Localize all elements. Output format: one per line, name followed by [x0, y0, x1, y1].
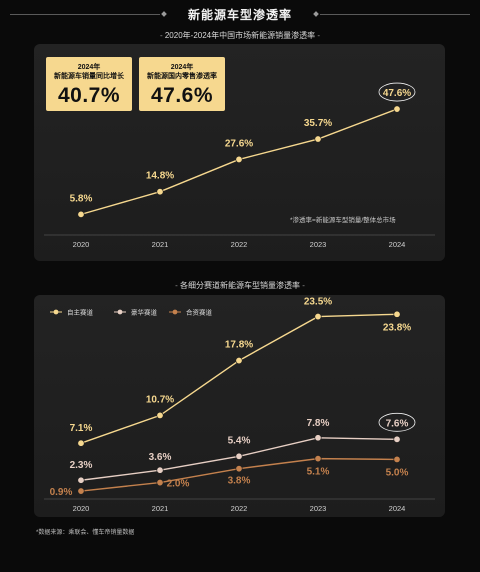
penetration-definition-note: *渗透率=新能源车型销量/整体总市场 — [290, 217, 396, 224]
kpi-retail-penetration: 2024年 新能源国内零售渗透率 47.6% — [139, 57, 225, 111]
data-point — [156, 188, 164, 196]
kpi-sales-growth-label: 新能源车销量同比增长 — [54, 73, 124, 80]
data-label: 5.8% — [70, 193, 93, 204]
legend-label: 豪华赛道 — [131, 308, 158, 317]
chart2-panel: 2020 2021 2022 2023 2024 7.1% 10.7% 17.8% 23.5% 2… — [34, 295, 445, 517]
series-line — [80, 313, 398, 444]
data-point — [77, 210, 85, 218]
data-point — [314, 313, 322, 321]
x-tick-label: 2023 — [310, 504, 327, 513]
kpi-retail-penetration-year: 2024年 — [170, 64, 194, 71]
data-label: 27.6% — [225, 138, 253, 149]
kpi-sales-growth: 2024年 新能源车销量同比增长 40.7% — [46, 57, 132, 111]
data-label: 23.5% — [304, 297, 332, 308]
data-label: 3.6% — [149, 452, 172, 463]
data-point — [77, 476, 85, 484]
legend-swatch-dot — [53, 309, 59, 315]
kpi-sales-growth-year: 2024年 — [77, 64, 101, 71]
data-point — [235, 465, 243, 473]
kpi-retail-penetration-label: 新能源国内零售渗透率 — [147, 73, 217, 80]
data-label: 47.6% — [383, 88, 411, 99]
data-label: 7.1% — [70, 423, 93, 434]
data-label: 7.6% — [386, 418, 409, 429]
legend-item: 自主赛道 — [50, 308, 94, 317]
data-source-footnote: *数据来源：乘联会、懂车帝销量数据 — [36, 530, 135, 536]
data-label: 23.8% — [383, 322, 411, 333]
data-point — [314, 434, 322, 442]
data-label: 5.0% — [386, 467, 409, 478]
data-label: 0.9% — [50, 487, 73, 498]
data-point — [235, 357, 243, 365]
legend-label: 自主赛道 — [67, 308, 94, 317]
data-label: 5.4% — [228, 435, 251, 446]
x-tick-label: 2021 — [152, 504, 169, 513]
x-tick-label: 2024 — [389, 240, 406, 249]
section1-title-text: 2020年-2024年中国市场新能源销量渗透率 — [164, 31, 316, 40]
chart2-svg: 2020 2021 2022 2023 2024 7.1% 10.7% 17.8% 23.5% 2… — [44, 297, 435, 513]
highlight-ring — [378, 412, 416, 432]
data-point — [314, 135, 322, 143]
kpi-retail-penetration-value: 47.6% — [150, 84, 214, 107]
data-point — [156, 411, 164, 419]
legend-item: 合资赛道 — [169, 308, 213, 317]
data-label: 2.3% — [70, 460, 93, 471]
page-title: 新能源车型渗透率 — [187, 8, 292, 22]
highlight-ring — [378, 82, 416, 102]
x-tick-label: 2020 — [73, 240, 90, 249]
data-point — [393, 310, 401, 318]
data-label: 10.7% — [146, 394, 174, 405]
legend-label: 合资赛道 — [186, 308, 213, 317]
data-label: 7.8% — [307, 418, 330, 429]
data-point — [235, 452, 243, 460]
legend-item: 豪华赛道 — [114, 308, 158, 317]
data-point — [156, 479, 164, 487]
data-point — [393, 435, 401, 443]
data-point — [393, 105, 401, 113]
x-tick-label: 2023 — [310, 240, 327, 249]
data-label: 17.8% — [225, 340, 253, 351]
data-label: 14.8% — [146, 171, 174, 182]
chart1-svg: 2020 2021 2022 2023 2024 5.8% 14.8% 27.6% 35.7% 4… — [44, 82, 435, 249]
x-tick-label: 2020 — [73, 504, 90, 513]
data-label: 5.1% — [307, 467, 330, 478]
data-point — [77, 439, 85, 447]
x-tick-label: 2022 — [231, 504, 248, 513]
section2-title-text: 各细分赛道新能源车型销量渗透率 — [180, 281, 300, 290]
data-point — [393, 455, 401, 463]
data-label: 35.7% — [304, 118, 332, 129]
title-rule-right — [320, 14, 470, 15]
chart1-panel: 2024年 新能源车销量同比增长 40.7% 2024年 新能源国内零售渗透率 … — [34, 44, 445, 261]
x-tick-label: 2022 — [231, 240, 248, 249]
title-rule-left — [10, 14, 160, 15]
data-label: 2.0% — [167, 479, 190, 490]
kpi-sales-growth-value: 40.7% — [57, 84, 121, 107]
x-tick-label: 2024 — [389, 504, 406, 513]
data-point — [314, 455, 322, 463]
x-tick-label: 2021 — [152, 240, 169, 249]
legend-swatch-dot — [117, 309, 123, 315]
data-point — [156, 466, 164, 474]
legend-swatch-dot — [172, 309, 178, 315]
data-label: 3.8% — [228, 476, 251, 487]
section1-title: - 2020年-2024年中国市场新能源销量渗透率 - — [159, 31, 321, 40]
data-point — [235, 155, 243, 163]
data-point — [77, 487, 85, 495]
section2-title: - 各细分赛道新能源车型销量渗透率 - — [175, 281, 305, 290]
